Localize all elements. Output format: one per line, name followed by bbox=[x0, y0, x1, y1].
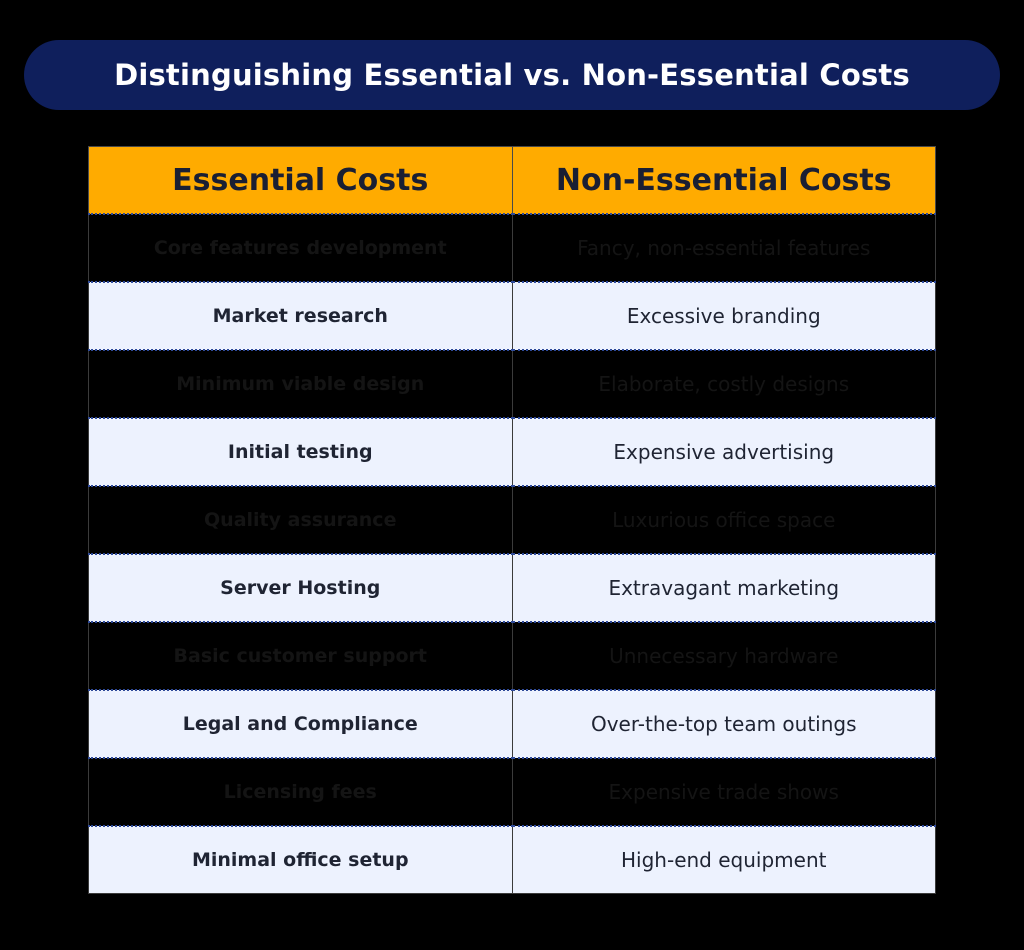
non-essential-cost-cell: Elaborate, costly designs bbox=[511, 349, 936, 419]
title-banner: Distinguishing Essential vs. Non-Essenti… bbox=[24, 40, 1000, 110]
table-row: Basic customer support Unnecessary hardw… bbox=[88, 621, 936, 691]
table-row: Initial testing Expensive advertising bbox=[88, 418, 936, 486]
table-row: Legal and Compliance Over-the-top team o… bbox=[88, 690, 936, 758]
table-row: Server Hosting Extravagant marketing bbox=[88, 554, 936, 622]
cost-comparison-table: Essential Costs Non-Essential Costs Core… bbox=[88, 146, 936, 894]
table-row: Core features development Fancy, non-ess… bbox=[88, 213, 936, 283]
essential-cost-cell: Minimal office setup bbox=[88, 826, 513, 894]
table-row: Licensing fees Expensive trade shows bbox=[88, 757, 936, 827]
essential-cost-cell: Server Hosting bbox=[88, 554, 513, 622]
non-essential-cost-cell: Fancy, non-essential features bbox=[511, 213, 936, 283]
table-row: Minimal office setup High-end equipment bbox=[88, 826, 936, 894]
essential-cost-cell: Core features development bbox=[88, 213, 513, 283]
non-essential-cost-cell: Unnecessary hardware bbox=[511, 621, 936, 691]
essential-cost-cell: Market research bbox=[88, 282, 513, 350]
essential-cost-cell: Legal and Compliance bbox=[88, 690, 513, 758]
non-essential-cost-cell: Over-the-top team outings bbox=[511, 690, 936, 758]
essential-cost-cell: Basic customer support bbox=[88, 621, 513, 691]
table-header-row: Essential Costs Non-Essential Costs bbox=[88, 146, 936, 215]
table-row: Market research Excessive branding bbox=[88, 282, 936, 350]
non-essential-cost-cell: High-end equipment bbox=[511, 826, 936, 894]
table-row: Minimum viable design Elaborate, costly … bbox=[88, 349, 936, 419]
non-essential-cost-cell: Extravagant marketing bbox=[511, 554, 936, 622]
table-row: Quality assurance Luxurious office space bbox=[88, 485, 936, 555]
essential-cost-cell: Initial testing bbox=[88, 418, 513, 486]
essential-cost-cell: Licensing fees bbox=[88, 757, 513, 827]
essential-cost-cell: Quality assurance bbox=[88, 485, 513, 555]
non-essential-cost-cell: Excessive branding bbox=[511, 282, 936, 350]
non-essential-cost-cell: Expensive advertising bbox=[511, 418, 936, 486]
header-essential-costs: Essential Costs bbox=[88, 146, 513, 215]
essential-cost-cell: Minimum viable design bbox=[88, 349, 513, 419]
non-essential-cost-cell: Expensive trade shows bbox=[511, 757, 936, 827]
header-non-essential-costs: Non-Essential Costs bbox=[511, 146, 936, 215]
non-essential-cost-cell: Luxurious office space bbox=[511, 485, 936, 555]
page-title: Distinguishing Essential vs. Non-Essenti… bbox=[114, 58, 910, 92]
